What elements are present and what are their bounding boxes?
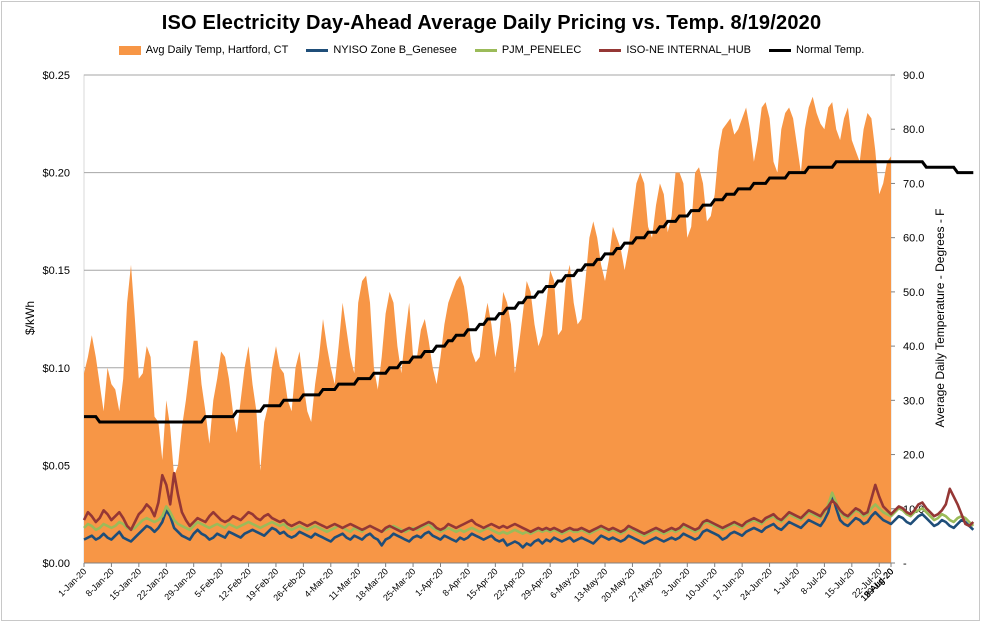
y2-tick-label: - — [903, 558, 907, 570]
y2-tick-label: 30.0 — [903, 395, 924, 407]
y-tick-label: $0.00 — [42, 558, 70, 570]
y-tick-label: $0.25 — [42, 70, 70, 82]
x-tick-label: 1-Jul-20 — [771, 566, 801, 596]
y-axis-label-left: $/kWh — [23, 300, 37, 336]
series-line-normal-temp — [84, 160, 974, 424]
legend-label-normal: Normal Temp. — [796, 44, 865, 56]
y-tick-label: $0.10 — [42, 363, 70, 375]
legend-swatch-pjm — [474, 48, 497, 52]
series-line-nyiso — [83, 493, 975, 549]
legend-label-nyiso: NYISO Zone B_Genesee — [333, 44, 457, 56]
y2-tick-label: 80.0 — [903, 124, 924, 136]
legend-item-temp: Avg Daily Temp, Hartford, CT — [118, 44, 289, 56]
legend-item-normal: Normal Temp. — [769, 44, 864, 56]
legend-item-nyiso: NYISO Zone B_Genesee — [306, 44, 457, 56]
legend-swatch-normal — [769, 48, 792, 52]
y2-tick-label: 90.0 — [903, 70, 924, 82]
series-line-isone — [82, 471, 975, 536]
legend-swatch-temp — [118, 45, 141, 55]
legend-swatch-nyiso — [306, 48, 329, 52]
legend-label-temp: Avg Daily Temp, Hartford, CT — [145, 44, 289, 56]
legend-item-pjm: PJM_PENELEC — [474, 44, 582, 56]
y2-tick-label: 70.0 — [903, 178, 924, 190]
y2-tick-label: 20.0 — [903, 450, 924, 462]
y2-tick-label: 40.0 — [903, 341, 924, 353]
legend-label-pjm: PJM_PENELEC — [501, 44, 582, 56]
legend-item-isone: ISO-NE INTERNAL_HUB — [599, 44, 751, 56]
y-tick-label: $0.20 — [42, 168, 70, 180]
x-tick-label: 1-Jan-20 — [56, 566, 88, 598]
y2-tick-label: 60.0 — [903, 233, 924, 245]
y2-tick-label: 50.0 — [903, 287, 924, 299]
legend-swatch-isone — [599, 48, 622, 52]
y-axis-label-right: Average Daily Temperature - Degrees - F — [933, 208, 947, 428]
x-tick-label: 1-Apr-20 — [413, 566, 445, 598]
series-area-temp — [84, 96, 891, 563]
legend: Avg Daily Temp, Hartford, CT NYISO Zone … — [0, 44, 983, 56]
y-tick-label: $0.05 — [42, 460, 70, 472]
y-tick-label: $0.15 — [42, 265, 70, 277]
legend-label-isone: ISO-NE INTERNAL_HUB — [626, 44, 752, 56]
chart-title: ISO Electricity Day-Ahead Average Daily … — [161, 12, 822, 34]
